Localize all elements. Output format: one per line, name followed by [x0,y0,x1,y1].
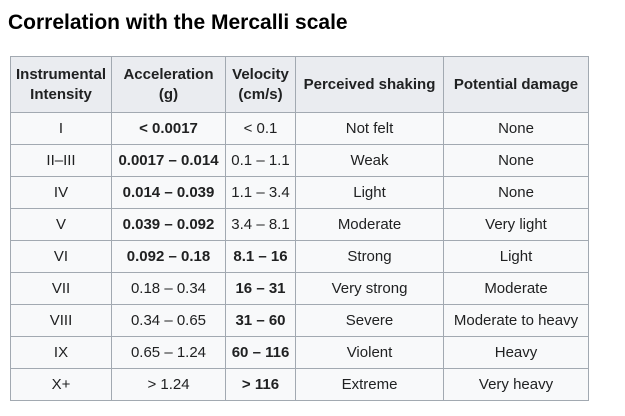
cell-velocity: 60 – 116 [225,336,296,369]
cell-shaking: Weak [295,144,444,177]
cell-intensity: II–III [10,144,112,177]
cell-acceleration: > 1.24 [111,368,226,401]
header-label-line2: Intensity [30,85,92,103]
cell-shaking: Severe [295,304,444,337]
table-row: IX 0.65 – 1.24 60 – 116 Violent Heavy [10,336,589,369]
cell-velocity: 0.1 – 1.1 [225,144,296,177]
cell-damage: None [443,112,589,145]
cell-damage: Heavy [443,336,589,369]
header-potential-damage: Potential damage [443,56,589,113]
table-row: VI 0.092 – 0.18 8.1 – 16 Strong Light [10,240,589,273]
cell-shaking: Extreme [295,368,444,401]
table-row: IV 0.014 – 0.039 1.1 – 3.4 Light None [10,176,589,209]
cell-acceleration: 0.039 – 0.092 [111,208,226,241]
cell-velocity: 1.1 – 3.4 [225,176,296,209]
cell-damage: Moderate [443,272,589,305]
cell-velocity: 16 – 31 [225,272,296,305]
cell-acceleration: 0.092 – 0.18 [111,240,226,273]
cell-intensity: IX [10,336,112,369]
cell-velocity: < 0.1 [225,112,296,145]
header-acceleration: Acceleration (g) [111,56,226,113]
table-row: X+ > 1.24 > 116 Extreme Very heavy [10,368,589,401]
header-perceived-shaking: Perceived shaking [295,56,444,113]
table-row: VII 0.18 – 0.34 16 – 31 Very strong Moderate [10,272,589,305]
header-label-line2: (g) [158,85,179,103]
header-label-line1: Velocity [232,65,289,83]
cell-damage: Light [443,240,589,273]
table-row: II–III 0.0017 – 0.014 0.1 – 1.1 Weak None [10,144,589,177]
cell-damage: Very light [443,208,589,241]
cell-shaking: Strong [295,240,444,273]
cell-intensity: VII [10,272,112,305]
cell-velocity: 31 – 60 [225,304,296,337]
section-heading: Correlation with the Mercalli scale [8,11,348,34]
cell-acceleration: 0.014 – 0.039 [111,176,226,209]
cell-shaking: Light [295,176,444,209]
header-label-line1: Potential damage [453,75,579,93]
header-label-line1: Instrumental [15,65,106,83]
cell-shaking: Very strong [295,272,444,305]
header-label-line2: (cm/s) [238,85,283,103]
cell-damage: None [443,176,589,209]
table-row: I < 0.0017 < 0.1 Not felt None [10,112,589,145]
cell-intensity: I [10,112,112,145]
cell-acceleration: 0.65 – 1.24 [111,336,226,369]
cell-damage: Very heavy [443,368,589,401]
cell-velocity: > 116 [225,368,296,401]
header-velocity: Velocity (cm/s) [225,56,296,113]
header-instrumental-intensity: Instrumental Intensity [10,56,112,113]
cell-velocity: 3.4 – 8.1 [225,208,296,241]
header-label-line1: Perceived shaking [303,75,436,93]
cell-intensity: VI [10,240,112,273]
table-body: I < 0.0017 < 0.1 Not felt None II–III 0.0017 –… [10,112,589,401]
cell-intensity: VIII [10,304,112,337]
table-row: V 0.039 – 0.092 3.4 – 8.1 Moderate Very ligh… [10,208,589,241]
table-header: Instrumental Intensity Acceleration (g) … [10,56,589,113]
cell-acceleration: 0.0017 – 0.014 [111,144,226,177]
cell-shaking: Violent [295,336,444,369]
cell-intensity: X+ [10,368,112,401]
header-label-line1: Acceleration [123,65,214,83]
cell-intensity: IV [10,176,112,209]
table-row: VIII 0.34 – 0.65 31 – 60 Severe Moderate to … [10,304,589,337]
cell-acceleration: 0.34 – 0.65 [111,304,226,337]
cell-acceleration: < 0.0017 [111,112,226,145]
cell-velocity: 8.1 – 16 [225,240,296,273]
cell-acceleration: 0.18 – 0.34 [111,272,226,305]
cell-damage: Moderate to heavy [443,304,589,337]
cell-shaking: Moderate [295,208,444,241]
cell-damage: None [443,144,589,177]
cell-shaking: Not felt [295,112,444,145]
header-row: Instrumental Intensity Acceleration (g) … [10,56,589,113]
mercalli-table: Instrumental Intensity Acceleration (g) … [10,56,589,401]
cell-intensity: V [10,208,112,241]
